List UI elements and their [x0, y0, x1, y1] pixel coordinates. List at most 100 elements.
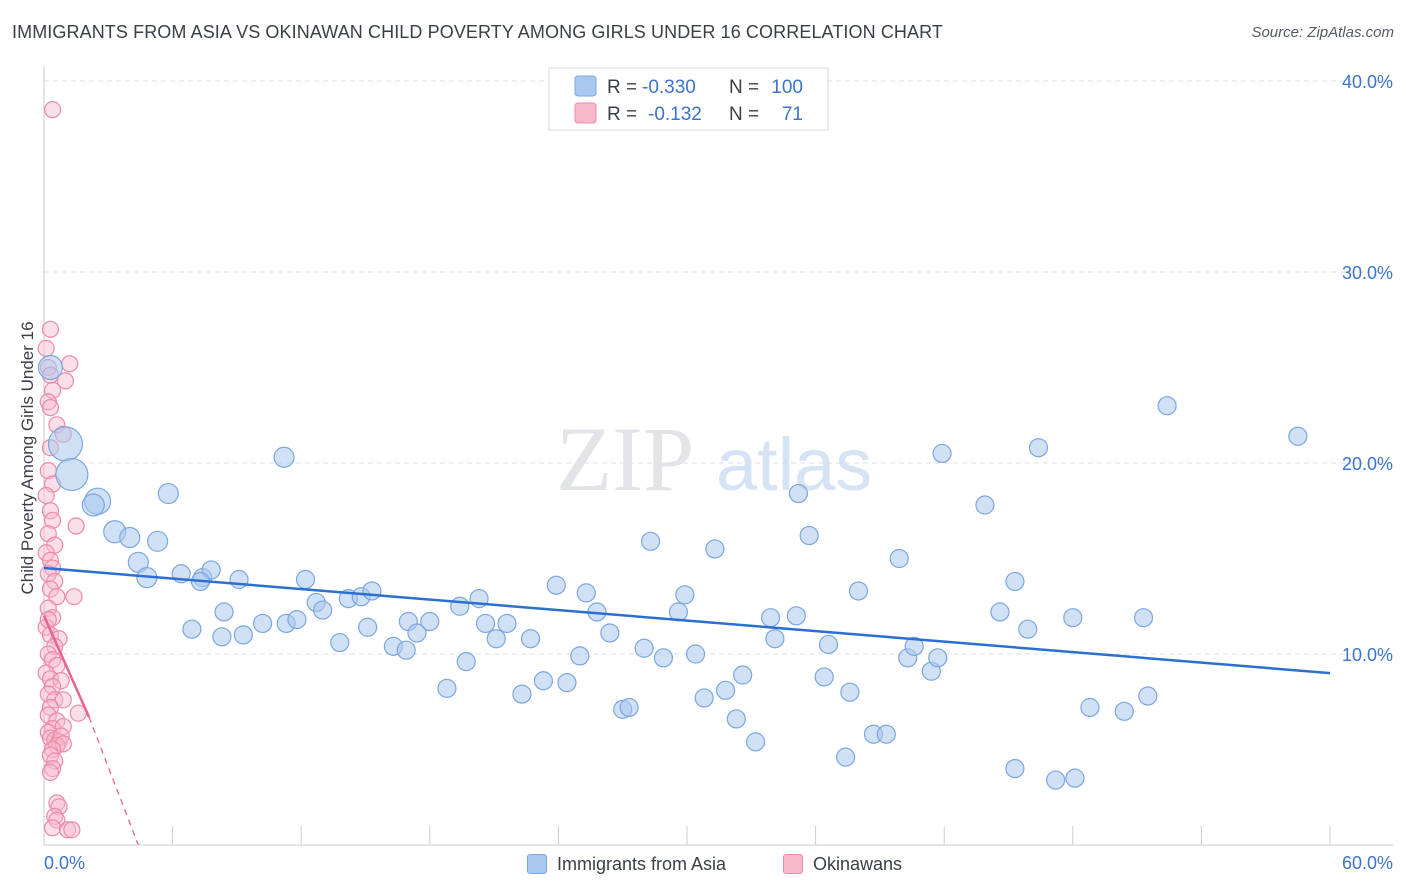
okinawan-point	[43, 101, 62, 119]
legend-item-okinawans[interactable]: Okinawans	[783, 850, 902, 878]
legend-label: Okinawans	[813, 853, 903, 874]
trend-lines	[42, 566, 1331, 846]
okinawan-point	[50, 798, 68, 816]
okinawan-trend-extension	[88, 716, 139, 846]
asia-point	[533, 671, 553, 691]
asia-point	[576, 583, 596, 603]
asia-point	[818, 634, 839, 655]
asia-point	[788, 483, 809, 504]
okinawan-point	[54, 691, 72, 709]
asia-point	[726, 709, 746, 729]
okinawan-point	[63, 821, 81, 839]
asia-point	[799, 525, 819, 546]
y-axis-label: Child Poverty Among Girls Under 16	[18, 321, 37, 594]
asia-point	[1114, 701, 1134, 721]
asia-point	[836, 747, 856, 767]
asia-point	[876, 724, 896, 744]
asia-point	[653, 648, 674, 668]
legend-swatch-pink	[574, 102, 597, 124]
x-tick-label: 60.0%	[1342, 853, 1393, 873]
legend-n-value: 71	[782, 104, 803, 125]
y-tick-label: 30.0%	[1342, 263, 1393, 283]
asia-point	[81, 493, 105, 517]
asia-point	[546, 575, 566, 595]
asia-point	[119, 526, 141, 549]
asia-point	[420, 611, 440, 632]
okinawan-point	[43, 511, 62, 529]
asia-point	[1065, 768, 1085, 788]
asia-point	[358, 617, 378, 637]
watermark: ZIP atlas	[556, 408, 872, 510]
legend-r-value: -0.330	[642, 77, 696, 98]
asia-point	[848, 581, 869, 601]
asia-point	[814, 667, 834, 687]
asia-point	[330, 632, 350, 653]
asia-point	[1005, 571, 1025, 592]
asia-point	[273, 446, 295, 468]
asia-point	[1133, 608, 1154, 628]
legend-swatch-pink	[783, 854, 803, 874]
y-tick-label: 40.0%	[1342, 72, 1393, 92]
asia-point	[715, 680, 736, 700]
asia-point	[1138, 686, 1158, 706]
asia-point	[557, 673, 577, 693]
asia-point	[1028, 438, 1049, 458]
asia-point	[745, 732, 766, 752]
okinawan-point	[67, 517, 85, 535]
okinawan-trend-line	[42, 615, 91, 718]
asia-point	[1046, 770, 1066, 790]
okinawan-point	[43, 819, 62, 837]
asia-point	[694, 688, 714, 708]
x-tick-label: 0.0%	[44, 853, 85, 873]
legend-n-value: 100	[771, 77, 803, 98]
legend-item-immigrants-from-asia[interactable]: Immigrants from Asia	[527, 850, 726, 878]
asia-point	[840, 682, 860, 702]
asia-point	[295, 569, 316, 590]
okinawan-point	[52, 672, 70, 690]
asia-trend-line	[43, 566, 1331, 675]
y-tick-label: 10.0%	[1342, 645, 1393, 665]
okinawan-point	[39, 685, 57, 703]
asia-point	[437, 678, 457, 698]
asia-point	[47, 426, 84, 462]
asia-point	[1080, 697, 1100, 718]
asia-point	[287, 610, 307, 630]
asia-point	[407, 623, 427, 643]
legend-n-label: N =	[729, 104, 759, 125]
okinawan-point	[41, 763, 60, 782]
asia-point	[975, 495, 995, 515]
asia-point	[619, 697, 639, 718]
asia-point	[212, 627, 232, 647]
asia-point	[520, 629, 541, 649]
asia-point	[634, 638, 654, 658]
okinawan-point	[37, 339, 55, 357]
asia-point	[1005, 758, 1025, 779]
okinawan-point	[41, 320, 60, 338]
asia-point	[1018, 619, 1038, 639]
asia-point	[765, 629, 785, 649]
asia-point	[904, 636, 924, 656]
asia-point	[313, 600, 333, 620]
asia-point	[640, 531, 661, 551]
asia-point	[486, 629, 506, 649]
okinawan-point	[58, 821, 77, 839]
legend-swatch-blue	[527, 854, 547, 874]
asia-point	[146, 530, 169, 552]
legend-label: Immigrants from Asia	[557, 853, 727, 874]
series-legend: Immigrants from Asia Okinawans	[0, 850, 1406, 878]
asia-point	[932, 443, 952, 464]
asia-point	[889, 548, 909, 569]
asia-point	[229, 569, 249, 590]
asia-point	[182, 619, 202, 639]
asia-point	[157, 482, 179, 505]
asia-point	[512, 684, 532, 704]
asia-point	[456, 652, 476, 672]
chart-title: IMMIGRANTS FROM ASIA VS OKINAWAN CHILD P…	[12, 22, 943, 42]
data-points	[37, 101, 1308, 839]
asia-point	[1157, 396, 1177, 416]
legend-r-value: -0.132	[648, 104, 702, 125]
source-credit: Source: ZipAtlas.com	[1251, 24, 1394, 41]
asia-point	[570, 646, 590, 666]
okinawan-point	[61, 355, 79, 373]
asia-point	[675, 585, 695, 605]
